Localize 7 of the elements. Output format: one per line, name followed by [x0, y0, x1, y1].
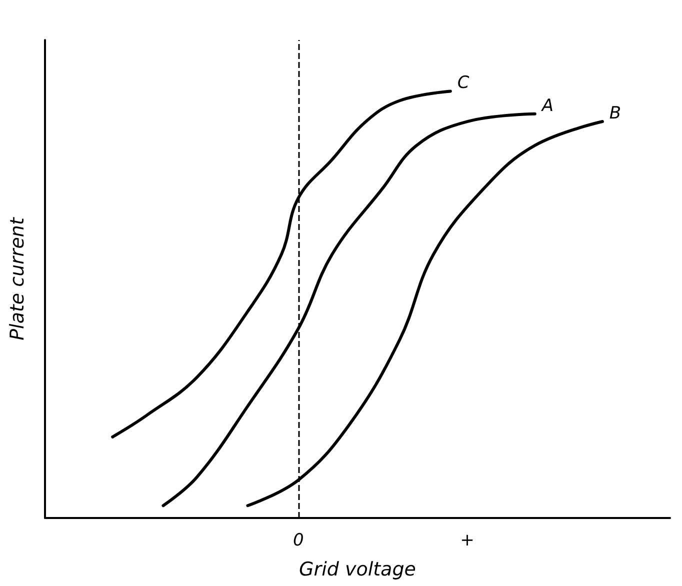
series-label: A — [540, 96, 554, 116]
y-axis-title: Plate current — [6, 216, 28, 340]
series-label: C — [457, 73, 470, 94]
x-tick-label: 0 — [292, 530, 304, 550]
x-axis-title: Grid voltage — [299, 558, 416, 580]
x-tick-label: + — [460, 530, 474, 550]
series-label: B — [609, 104, 622, 124]
